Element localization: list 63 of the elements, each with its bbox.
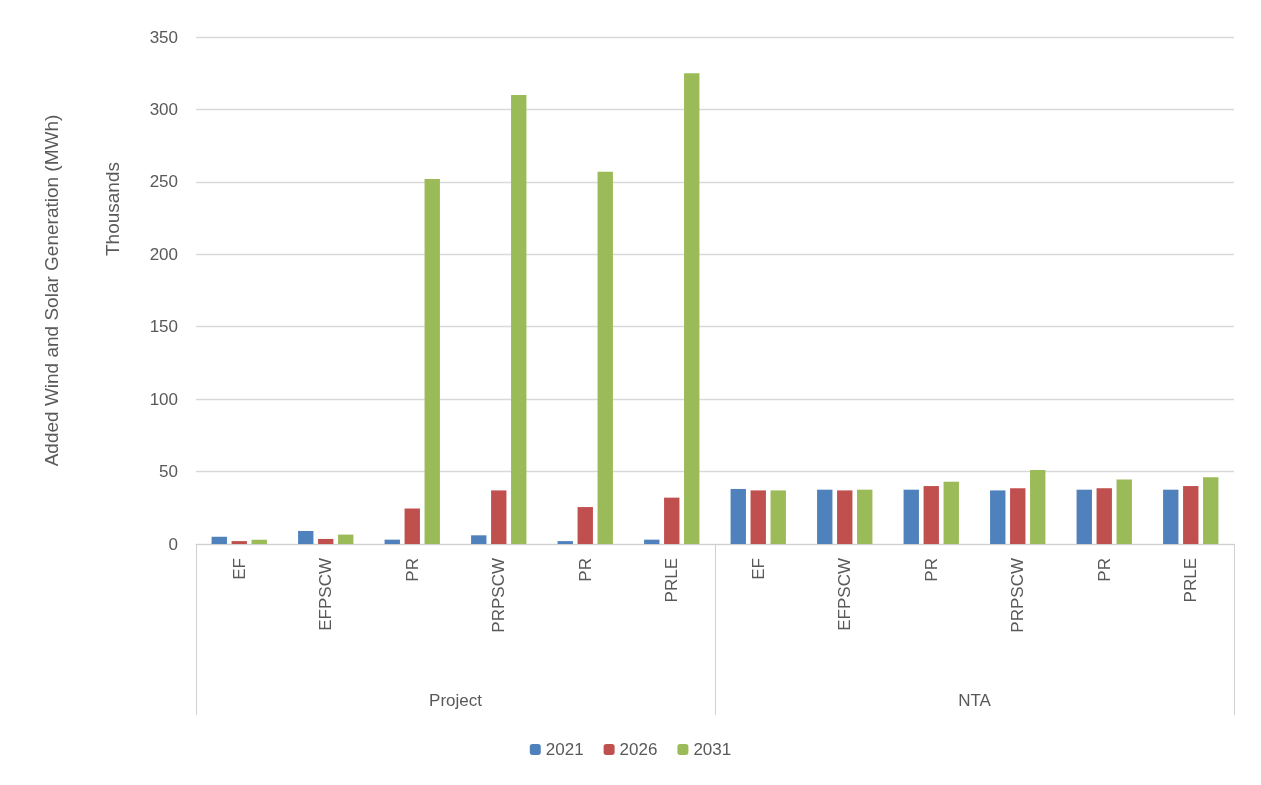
y-axis-title: Added Wind and Solar Generation (MWh) xyxy=(41,114,62,467)
x-tick-label: EFPSCW xyxy=(835,558,855,631)
x-tick-label: PR xyxy=(921,558,941,582)
bar xyxy=(817,489,833,544)
bar xyxy=(577,507,593,544)
x-tick-label: PR xyxy=(402,558,422,582)
text: NTA xyxy=(958,690,992,710)
x-tick-label: EF xyxy=(748,558,768,580)
bar xyxy=(1096,488,1112,544)
y-tick-label: 200 xyxy=(149,244,178,264)
x-tick-label: PRLE xyxy=(1181,558,1201,603)
x-tick-label: PR xyxy=(575,558,595,582)
bar xyxy=(684,73,700,544)
bar xyxy=(1076,489,1092,544)
x-tick-label: PR xyxy=(1094,558,1114,582)
bar xyxy=(730,488,746,544)
bar xyxy=(990,490,1006,544)
bar xyxy=(1116,479,1132,544)
bar xyxy=(770,490,786,544)
legend-label: 2021 xyxy=(545,740,584,759)
x-tick-label: PRPSCW xyxy=(489,558,509,633)
bar xyxy=(1010,488,1026,544)
bar xyxy=(404,508,420,544)
x-tick-label: PRLE xyxy=(662,558,682,603)
bar xyxy=(471,535,487,544)
bar xyxy=(1030,470,1046,544)
bar xyxy=(664,497,680,544)
text: Thousands xyxy=(102,161,123,257)
bar xyxy=(424,178,440,544)
bar xyxy=(1183,486,1199,544)
bar xyxy=(943,481,959,544)
y-tick-label: 0 xyxy=(168,534,178,554)
y-tick-label: 350 xyxy=(149,27,178,47)
y-tick-label: 50 xyxy=(159,462,178,482)
y-tick-label: 100 xyxy=(149,389,178,409)
bar xyxy=(338,534,354,544)
y-tick-label: 300 xyxy=(149,99,178,119)
bar xyxy=(1163,489,1179,544)
bar xyxy=(903,489,919,544)
bar xyxy=(384,539,400,544)
y-tick-label: 250 xyxy=(149,172,178,192)
x-tick-label: EFPSCW xyxy=(316,558,336,631)
bar xyxy=(491,490,507,544)
x-tick-label: EF xyxy=(229,558,249,580)
legend-label: 2026 xyxy=(619,740,658,759)
bar xyxy=(1203,477,1219,544)
bar xyxy=(298,530,314,544)
bar xyxy=(597,171,613,544)
bar xyxy=(857,489,873,544)
bar xyxy=(511,94,527,544)
x-tick-label: PRPSCW xyxy=(1008,558,1028,633)
bar xyxy=(837,490,853,544)
y-tick-label: 150 xyxy=(149,317,178,337)
legend-label: 2031 xyxy=(693,740,732,759)
bar xyxy=(251,539,267,544)
text: Project xyxy=(429,690,483,710)
bar xyxy=(750,490,766,544)
bar xyxy=(211,536,227,544)
bar xyxy=(318,538,334,544)
bar xyxy=(231,541,247,544)
bar xyxy=(644,539,660,544)
bar xyxy=(557,541,573,544)
bar xyxy=(923,486,939,544)
